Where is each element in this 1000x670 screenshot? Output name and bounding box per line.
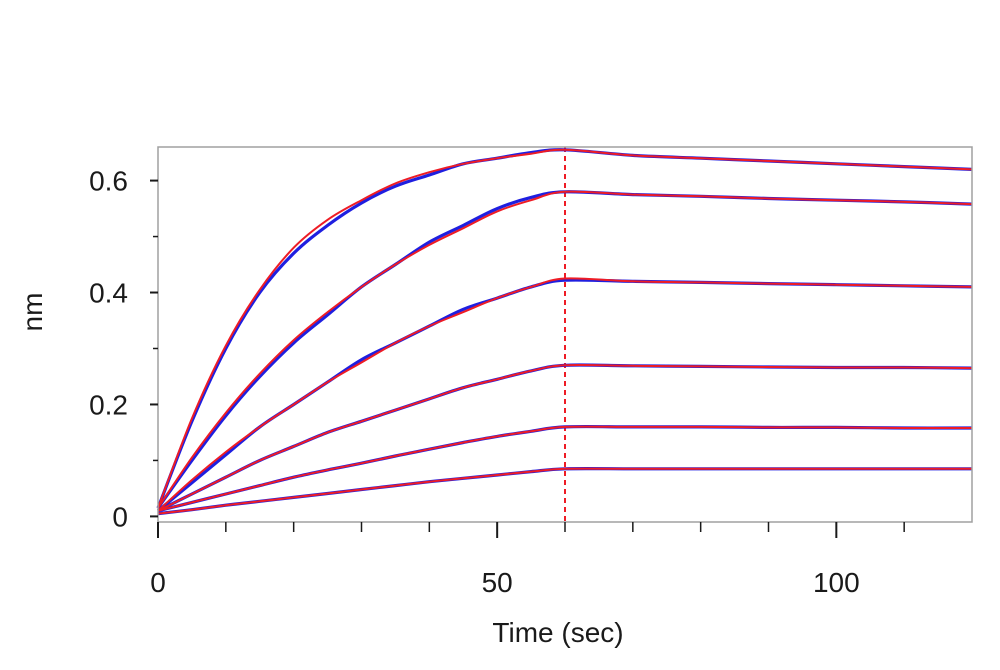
y-tick-label: 0.2 [89, 389, 128, 420]
plot-area [156, 147, 973, 522]
fit-curve-4 [157, 363, 973, 512]
x-tick-label: 50 [482, 567, 513, 598]
measured-curve-3 [156, 278, 973, 513]
y-tick-label: 0.4 [89, 278, 128, 309]
y-tick-label: 0 [112, 501, 128, 532]
fit-curve-1 [157, 148, 973, 509]
y-tick-label: 0.6 [89, 166, 128, 197]
x-tick-label: 0 [150, 567, 166, 598]
fit-curve-6 [157, 467, 972, 515]
fit-curve-5 [157, 425, 973, 512]
fit-curve-2 [157, 190, 973, 509]
axes: 0 0.2 0.4 0.6 0 50 100 [89, 146, 973, 598]
x-tick-label: 100 [813, 567, 860, 598]
x-axis-label: Time (sec) [492, 617, 623, 648]
fit-curve-3 [157, 277, 973, 512]
y-axis-label: nm [17, 293, 48, 332]
